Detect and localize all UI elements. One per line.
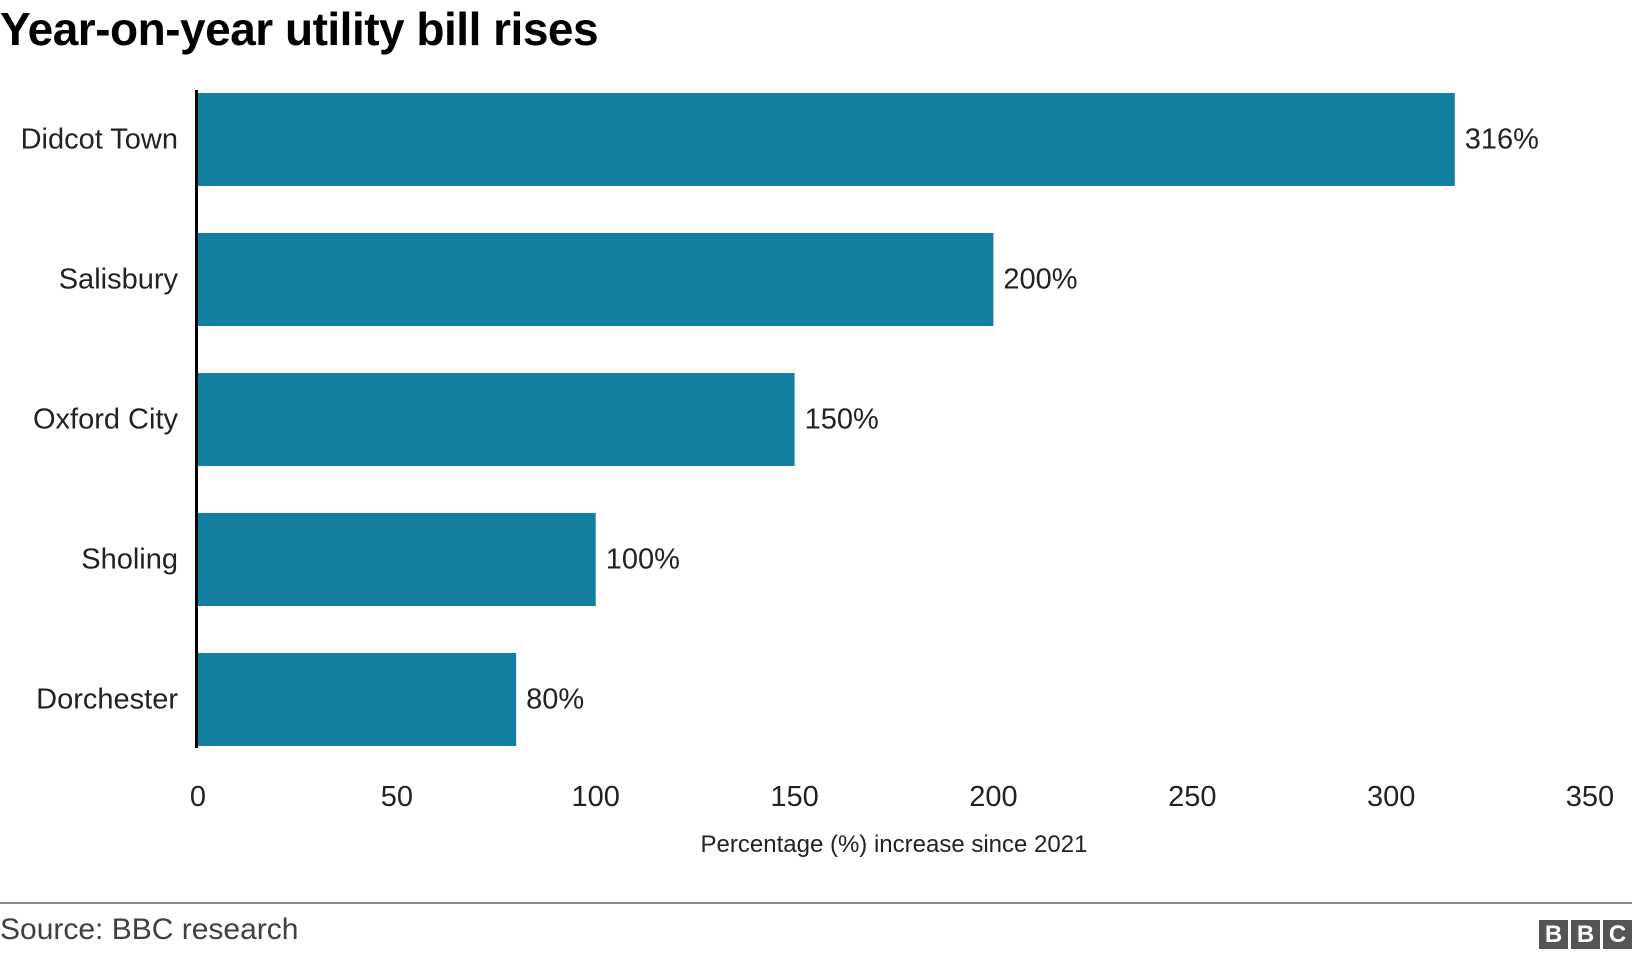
source-note: Source: BBC research <box>0 913 299 946</box>
category-label: Dorchester <box>36 684 178 716</box>
data-label: 316% <box>1465 124 1539 156</box>
bbc-logo: B B C <box>1539 920 1632 949</box>
value-labels: 316% 200% 150% 100% 80% <box>526 124 1539 716</box>
x-tick-label: 250 <box>1168 781 1216 813</box>
bar-didcot-town <box>198 93 1455 186</box>
bars-layer <box>198 93 1455 746</box>
bbc-logo-block: B <box>1539 920 1568 949</box>
bar-salisbury <box>198 233 994 326</box>
data-label: 200% <box>1003 264 1077 296</box>
x-tick-label: 0 <box>190 781 206 813</box>
x-tick-label: 300 <box>1367 781 1415 813</box>
x-tick-label: 100 <box>572 781 620 813</box>
bbc-logo-block: C <box>1603 920 1632 949</box>
data-label: 80% <box>526 684 584 716</box>
category-label: Oxford City <box>33 404 179 436</box>
bar-oxford-city <box>198 373 795 466</box>
bar-dorchester <box>198 653 517 746</box>
bar-sholing <box>198 513 596 606</box>
x-tick-label: 50 <box>381 781 413 813</box>
chart-title: Year-on-year utility bill rises <box>0 3 599 55</box>
x-axis-title: Percentage (%) increase since 2021 <box>701 831 1088 858</box>
data-label: 150% <box>805 404 879 436</box>
category-label: Sholing <box>81 544 178 576</box>
x-tick-labels: 0 50 100 150 200 250 300 350 <box>190 781 1614 813</box>
category-label: Salisbury <box>59 264 179 296</box>
bar-chart: Didcot Town Salisbury Oxford City Sholing Do… <box>21 90 1614 858</box>
data-label: 100% <box>606 544 680 576</box>
bbc-logo-block: B <box>1571 920 1600 949</box>
x-tick-label: 200 <box>969 781 1017 813</box>
footer-divider <box>0 902 1632 904</box>
x-tick-label: 150 <box>770 781 818 813</box>
x-tick-label: 350 <box>1566 781 1614 813</box>
category-labels: Didcot Town Salisbury Oxford City Sholing Do… <box>21 124 179 716</box>
category-label: Didcot Town <box>21 124 178 156</box>
